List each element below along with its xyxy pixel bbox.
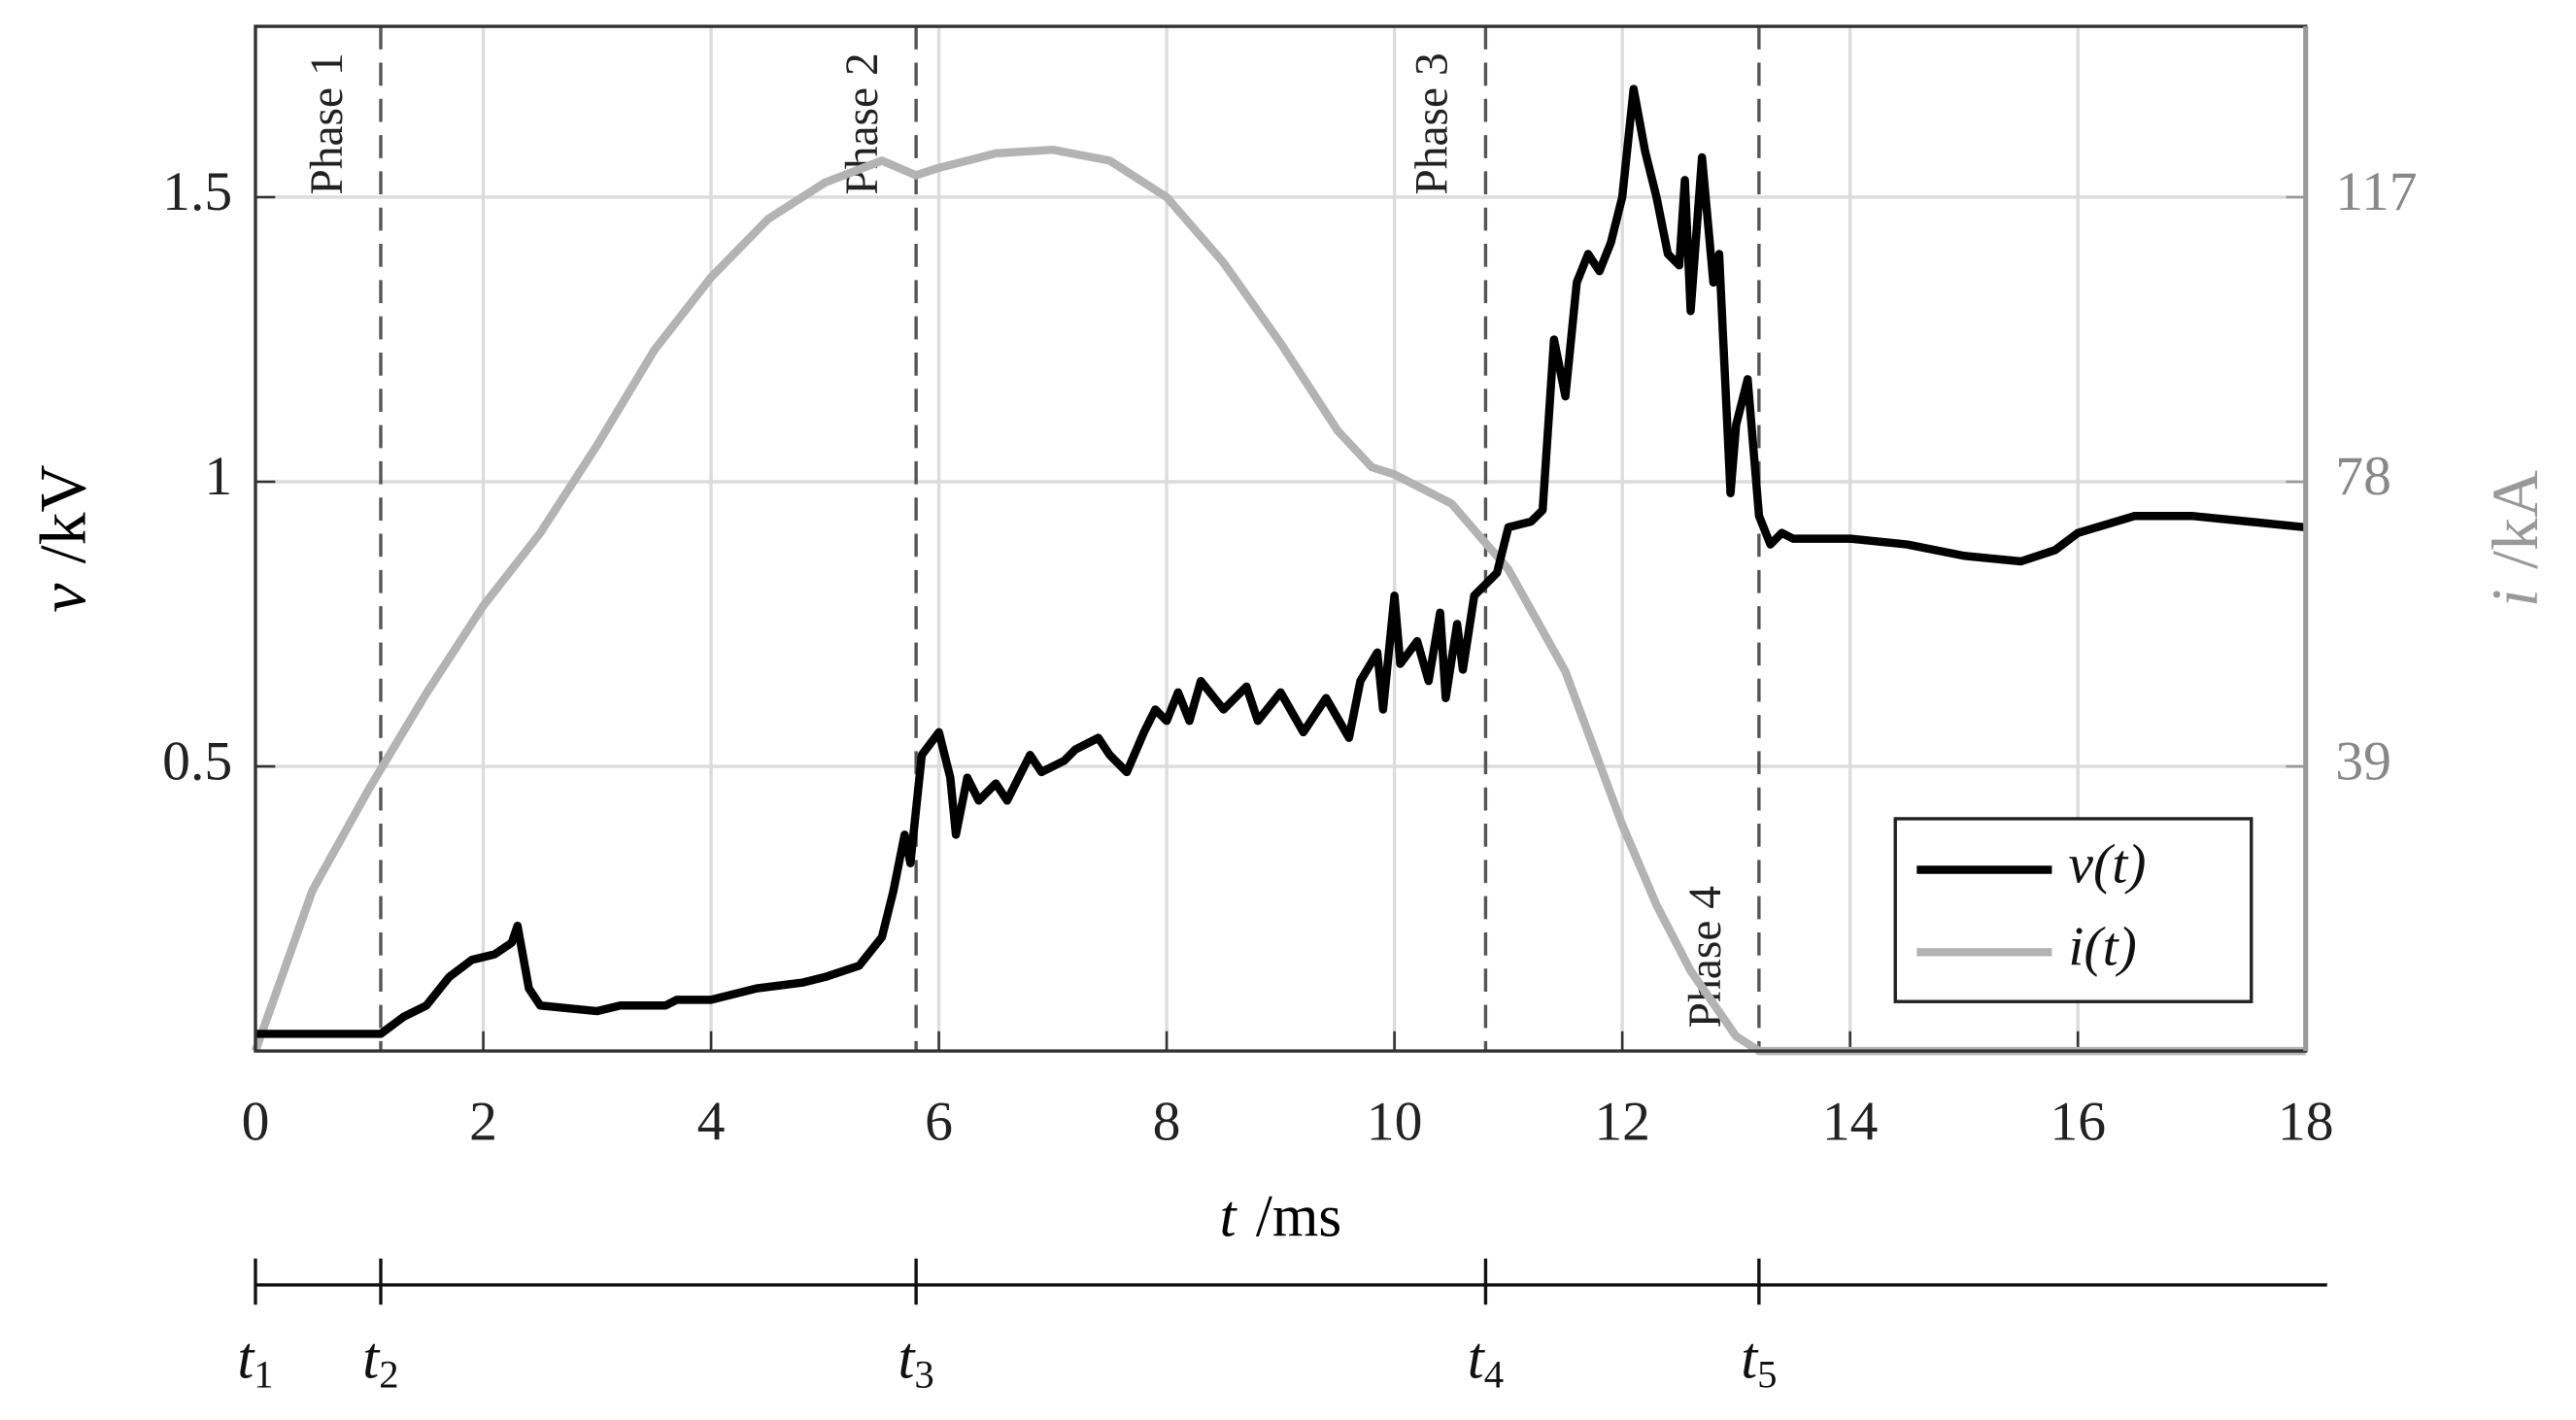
event-label: t1 [237, 1326, 273, 1397]
event-symbol: t [362, 1326, 381, 1391]
phase-label: Phase 4 [1680, 886, 1731, 1028]
x-tick-label: 10 [1367, 1091, 1423, 1152]
event-subscript: 3 [914, 1353, 933, 1397]
legend-box [1893, 817, 2254, 1003]
event-label: t2 [362, 1326, 398, 1397]
event-subscript: 4 [1484, 1353, 1504, 1397]
x-tick-label: 2 [469, 1091, 497, 1152]
legend-label: i(t) [2068, 917, 2136, 978]
y2-tick-label: 39 [2335, 730, 2391, 792]
y-tick-label: 1 [204, 446, 232, 507]
y2-tick-label: 78 [2335, 446, 2391, 507]
event-label: t5 [1741, 1326, 1777, 1397]
y2-tick-label: 117 [2335, 161, 2417, 222]
x-label-symbol: t [1220, 1184, 1238, 1249]
event-symbol: t [898, 1326, 916, 1391]
x-tick-label: 18 [2278, 1091, 2334, 1152]
legend-label: v(t) [2068, 834, 2146, 896]
y-label-symbol: v [26, 583, 99, 613]
x-axis-label: t/ms [1220, 1184, 1342, 1249]
y2-label-unit: /kA [2479, 470, 2552, 569]
phase-label: Phase 3 [1407, 52, 1457, 194]
x-tick-label: 12 [1594, 1091, 1650, 1152]
x-label-unit: /ms [1256, 1184, 1341, 1249]
y-label-unit: /kV [26, 464, 99, 563]
series-line [251, 145, 2306, 1056]
event-symbol: t [1741, 1326, 1759, 1391]
x-tick-label: 4 [697, 1091, 726, 1152]
series-line [254, 85, 2307, 1038]
x-tick-label: 16 [2050, 1091, 2106, 1152]
y2-label-symbol: i [2479, 589, 2552, 607]
event-symbol: t [237, 1326, 255, 1391]
y-axis-label: v/kV [26, 464, 99, 612]
y-tick-label: 1.5 [162, 161, 232, 222]
event-label: t3 [898, 1326, 933, 1397]
event-label: t4 [1468, 1326, 1504, 1397]
event-subscript: 5 [1757, 1353, 1777, 1397]
x-tick-label: 14 [1822, 1091, 1879, 1152]
event-symbol: t [1468, 1326, 1486, 1391]
event-subscript: 2 [379, 1353, 398, 1397]
y2-axis-label: i/kA [2479, 470, 2552, 607]
event-subscript: 1 [254, 1353, 273, 1397]
x-tick-label: 6 [925, 1091, 953, 1152]
phase-label: Phase 1 [302, 52, 353, 194]
y-tick-label: 0.5 [162, 730, 232, 792]
x-tick-label: 8 [1153, 1091, 1181, 1152]
x-tick-label: 0 [242, 1091, 270, 1152]
